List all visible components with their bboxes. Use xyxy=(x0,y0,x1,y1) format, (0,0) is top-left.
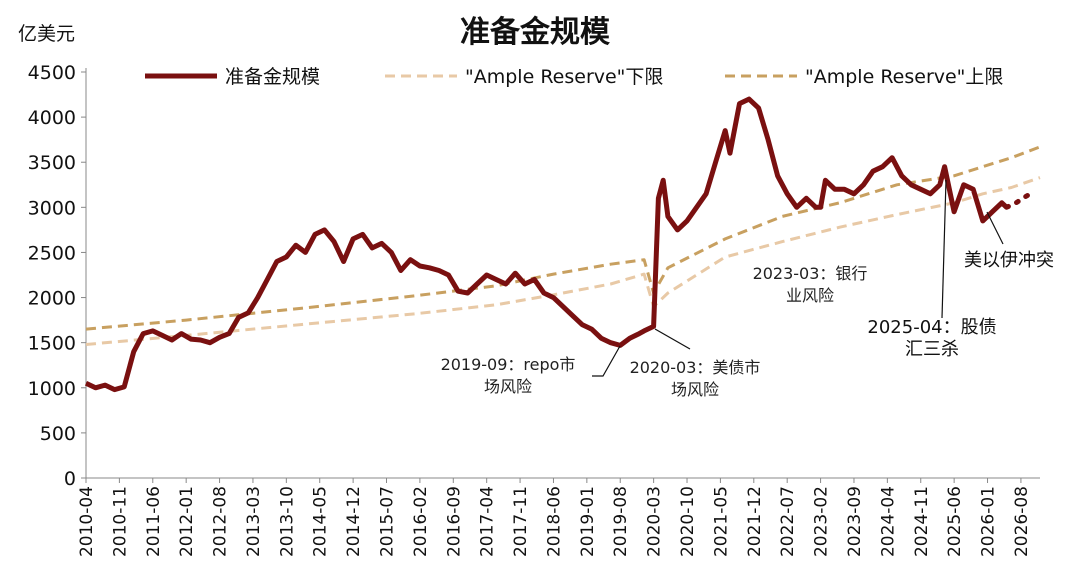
annotation-label: 2020-03：美债市 xyxy=(630,358,761,377)
x-tick-label: 2026-01 xyxy=(979,486,999,557)
annotation-label: 业风险 xyxy=(786,286,834,305)
y-tick-label: 2000 xyxy=(28,288,76,310)
x-tick-label: 2010-11 xyxy=(110,486,130,557)
x-tick-label: 2024-11 xyxy=(912,486,932,557)
legend-label: 准备金规模 xyxy=(225,66,320,88)
y-tick-label: 3000 xyxy=(28,197,76,219)
annotation-label: 场风险 xyxy=(671,380,719,399)
annotation-label: 2025-04：股债 xyxy=(867,317,996,338)
annotation-leader xyxy=(986,211,1004,245)
annotation-label: 美以伊冲突 xyxy=(964,250,1054,271)
x-tick-label: 2013-10 xyxy=(277,486,297,557)
x-tick-label: 2021-12 xyxy=(745,486,765,557)
annotations-layer: 2019-09：repo市场风险2020-03：美债市场风险2023-03：银行… xyxy=(441,179,1054,399)
annotation-label: 2019-09：repo市 xyxy=(441,355,576,374)
x-tick-label: 2019-08 xyxy=(611,486,631,557)
x-tick-label: 2020-03 xyxy=(645,486,665,557)
y-tick-label: 3500 xyxy=(28,152,76,174)
annotation-leader xyxy=(592,345,621,377)
series-layer xyxy=(84,96,1041,393)
series-line-0 xyxy=(84,96,1009,393)
x-tick-label: 2013-03 xyxy=(244,486,264,557)
y-tick-label: 2500 xyxy=(28,242,76,264)
y-tick-label: 1000 xyxy=(28,378,76,400)
x-tick-label: 2026-08 xyxy=(1012,486,1032,557)
x-tick-label: 2011-06 xyxy=(144,486,164,557)
y-tick-label: 4000 xyxy=(28,107,76,129)
y-tick-label: 0 xyxy=(64,468,76,490)
annotation-label: 场风险 xyxy=(484,377,532,396)
annotation-label: 2023-03：银行 xyxy=(753,264,868,283)
x-tick-label: 2016-02 xyxy=(411,486,431,557)
chart-title: 准备金规模 xyxy=(460,15,610,50)
y-tick-label: 1500 xyxy=(28,333,76,355)
series-line-3 xyxy=(85,145,1041,331)
axes: 0 500 1000 1500 2000 2500 3000 3500 4000 4500 2010… xyxy=(28,62,1040,557)
x-tick-label: 2023-09 xyxy=(845,486,865,557)
annotation-leader xyxy=(654,328,691,350)
unit-label: 亿美元 xyxy=(18,23,75,45)
annotation-leader xyxy=(941,179,947,319)
x-tick-label: 2010-04 xyxy=(77,486,97,557)
x-tick-label: 2014-12 xyxy=(344,486,364,557)
x-tick-label: 2020-10 xyxy=(678,486,698,557)
x-tick-label: 2012-08 xyxy=(211,486,231,557)
legend: 准备金规模 "Ample Reserve"下限 "Ample Reserve"上限 xyxy=(145,66,1003,88)
x-tick-label: 2017-11 xyxy=(511,486,531,557)
x-tick-label: 2022-07 xyxy=(778,486,798,557)
y-tick-label: 500 xyxy=(40,423,76,445)
x-tick-label: 2012-01 xyxy=(177,486,197,557)
x-tick-label: 2025-06 xyxy=(945,486,965,557)
x-tick-label: 2017-04 xyxy=(478,486,498,557)
series-line-2 xyxy=(85,176,1041,346)
x-tick-label: 2024-04 xyxy=(878,486,898,557)
x-tick-label: 2015-07 xyxy=(378,486,398,557)
series-line-1 xyxy=(1004,188,1038,210)
y-tick-label: 4500 xyxy=(28,62,76,84)
x-tick-label: 2019-01 xyxy=(578,486,598,557)
x-tick-label: 2016-09 xyxy=(444,486,464,557)
x-tick-label: 2014-05 xyxy=(311,486,331,557)
annotation-label: 汇三杀 xyxy=(905,339,959,360)
legend-label: "Ample Reserve"下限 xyxy=(465,66,663,88)
x-tick-label: 2018-06 xyxy=(544,486,564,557)
x-tick-label: 2023-02 xyxy=(812,486,832,557)
x-tick-label: 2021-05 xyxy=(711,486,731,557)
legend-label: "Ample Reserve"上限 xyxy=(805,66,1003,88)
